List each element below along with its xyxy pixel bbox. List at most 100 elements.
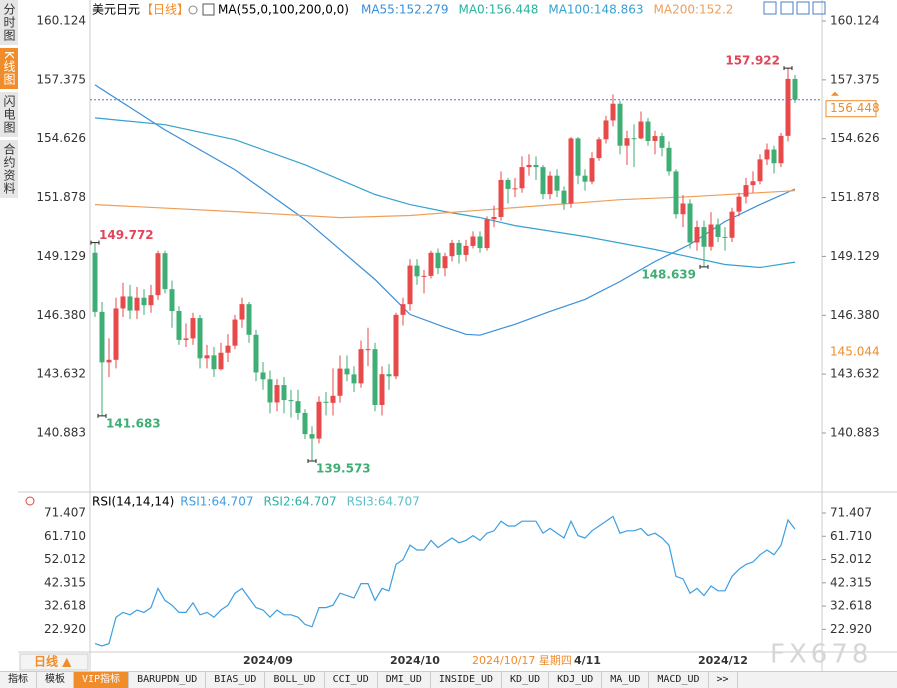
candle-body (757, 159, 763, 182)
bottom-tab[interactable]: 模板 (37, 672, 74, 688)
extreme-label: 139.573 (316, 462, 371, 476)
sidebar-tab[interactable]: K线图 (0, 48, 18, 89)
candle-body (477, 236, 483, 249)
indicator-name: MA(55,0,100,200,0,0) (218, 3, 349, 17)
bottom-tab[interactable]: BARUPDN_UD (129, 672, 207, 688)
bottom-tab[interactable]: BOLL_UD (265, 672, 325, 688)
sidebar-tab[interactable]: 合约资料 (0, 139, 18, 198)
candle-body (225, 345, 231, 353)
candle-body (295, 401, 301, 413)
candle-body (484, 219, 490, 249)
candle-body (330, 395, 336, 403)
candle-body (610, 103, 616, 121)
chart-area: 美元日元 【日线】 MA(55,0,100,200,0,0) RSI(14,14… (18, 0, 897, 671)
candle-body (92, 252, 98, 312)
y-tick-label-right: 146.380 (830, 308, 880, 322)
candle-body (260, 372, 266, 380)
candle-body (344, 368, 350, 375)
candle-body (715, 224, 721, 237)
y-tick-label-right: 22.920 (830, 622, 872, 636)
candle-body (197, 318, 203, 359)
candle-body (421, 275, 427, 277)
candle-body (722, 236, 728, 238)
candle-body (750, 181, 756, 186)
candle-body (771, 149, 777, 164)
candle-body (638, 121, 644, 139)
candle-body (190, 318, 196, 339)
candle-body (106, 359, 112, 363)
candle-body (400, 304, 406, 315)
candle-body (141, 297, 147, 306)
candle-body (183, 338, 189, 340)
legend-item: MA0:156.448 (458, 3, 538, 17)
bottom-tab[interactable]: 指标 (0, 672, 37, 688)
candle-body (274, 385, 280, 403)
candle-body (379, 374, 385, 405)
candle-body (554, 175, 560, 191)
rsi-indicator-name: RSI(14,14,14) (92, 495, 174, 509)
level-label: 145.044 (830, 344, 880, 358)
bottom-tab[interactable]: KDJ_UD (549, 672, 603, 688)
candle-body (316, 401, 322, 439)
candle-body (547, 175, 553, 195)
bottom-tab[interactable]: KD_UD (502, 672, 550, 688)
bottom-tab[interactable]: VIP指标 (74, 672, 130, 688)
candle-body (239, 304, 245, 320)
candle-body (169, 289, 175, 311)
bottom-tab[interactable]: >> (709, 672, 738, 688)
toolbar (763, 1, 826, 15)
symbol-title: 美元日元 (92, 3, 140, 17)
indicator-tabs: 指标 模板 VIP指标 BARUPDN_UD BIAS_UD BOLL_UD CCI_UD D… (0, 671, 897, 688)
y-tick-label-right: 157.375 (830, 72, 880, 86)
tool-button[interactable] (780, 1, 794, 15)
candle-body (281, 385, 287, 401)
tool-button[interactable] (796, 1, 810, 15)
candle-body (393, 314, 399, 377)
period-button[interactable]: 日线 ▲ (34, 654, 72, 669)
candle-body (792, 78, 798, 100)
candle-body (204, 355, 210, 359)
y-tick-label-left: 42.315 (44, 575, 86, 589)
bottom-tab[interactable]: MACD_UD (649, 672, 709, 688)
candle-body (407, 265, 413, 305)
x-tick-label: 2024/10 (390, 654, 440, 667)
y-tick-label-left: 157.375 (36, 72, 86, 86)
bottom-tab[interactable]: MA_UD (602, 672, 650, 688)
y-tick-label-left: 61.710 (44, 529, 86, 543)
last-price-arrow (831, 91, 839, 96)
bottom-tab[interactable]: CCI_UD (325, 672, 378, 688)
candle-body (113, 308, 119, 360)
y-tick-label-left: 52.012 (44, 552, 86, 566)
candle-body (785, 78, 791, 136)
y-tick-label-right: 143.632 (830, 367, 880, 381)
bottom-tab[interactable]: DMI_UD (378, 672, 431, 688)
candle-body (575, 138, 581, 176)
candle-body (428, 252, 434, 276)
candle-body (176, 310, 182, 340)
candle-body (148, 295, 154, 306)
indicator-icon[interactable] (202, 3, 215, 16)
candle-body (701, 227, 707, 247)
bottom-tab[interactable]: BIAS_UD (206, 672, 266, 688)
y-tick-label-right: 52.012 (830, 552, 872, 566)
candle-body (218, 352, 224, 370)
y-tick-label-right: 154.626 (830, 131, 880, 145)
candle-body (442, 256, 448, 269)
y-tick-label-right: 71.407 (830, 505, 872, 519)
x-tick-label: 2024/12 (698, 654, 748, 667)
candle-body (435, 252, 441, 269)
sidebar-tab[interactable]: 分时图 (0, 0, 18, 45)
tool-button[interactable] (812, 1, 826, 15)
sidebar-tab[interactable]: 闪电图 (0, 91, 18, 137)
rsi-settings-icon[interactable] (25, 496, 35, 506)
y-tick-label-left: 22.920 (44, 622, 86, 636)
settings-icon[interactable] (188, 5, 198, 15)
candle-body (533, 164, 539, 168)
tool-button[interactable] (763, 1, 777, 15)
candle-body (582, 175, 588, 182)
y-tick-label-left: 146.380 (36, 308, 86, 322)
bottom-tab[interactable]: INSIDE_UD (431, 672, 503, 688)
legend-item: MA55:152.279 (361, 3, 449, 17)
candle-body (498, 179, 504, 218)
